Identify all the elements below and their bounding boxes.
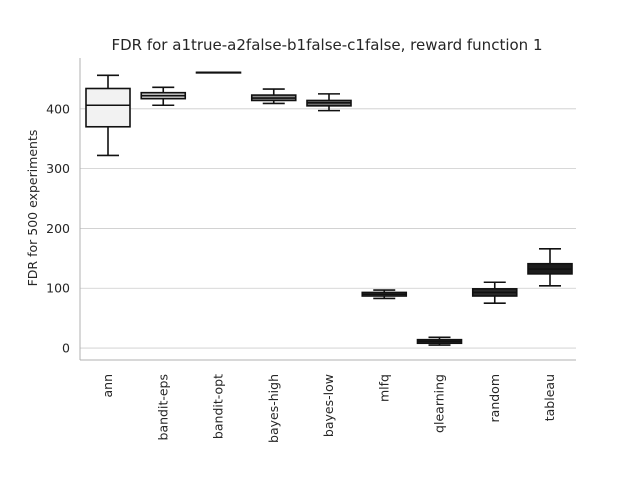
y-tick-label-0: 0	[62, 341, 70, 356]
box-bayes-low	[306, 93, 352, 112]
y-tick-labels: 0 100 200 300 400	[46, 101, 70, 355]
box-random	[471, 281, 518, 304]
y-tick-label-100: 100	[46, 281, 70, 296]
box-bandit-eps	[140, 86, 187, 107]
x-tick-label-random: random	[487, 374, 502, 422]
boxes	[85, 71, 573, 346]
y-tick-label-200: 200	[46, 221, 70, 236]
box-qlearning	[416, 336, 463, 346]
box-mlfq	[361, 289, 408, 300]
box-tableau	[527, 247, 573, 287]
y-axis-label: FDR for 500 experiments	[25, 130, 40, 287]
x-tick-labels: ann bandit-eps bandit-opt bayes-high bayes-l…	[100, 374, 557, 443]
box-bayes-high	[250, 88, 297, 105]
x-tick-label-bandit-eps: bandit-eps	[155, 374, 170, 440]
box-bandit-opt	[195, 71, 242, 74]
gridlines	[80, 108, 576, 349]
x-tick-label-tableau: tableau	[542, 374, 557, 421]
box-body-ann	[85, 87, 131, 128]
x-tick-label-bayes-high: bayes-high	[266, 374, 281, 443]
axes	[79, 58, 576, 361]
x-tick-label-bandit-opt: bandit-opt	[211, 374, 226, 439]
x-tick-label-bayes-low: bayes-low	[321, 374, 336, 437]
box-ann	[85, 74, 131, 157]
y-tick-label-400: 400	[46, 101, 70, 116]
x-tick-label-qlearning: qlearning	[432, 374, 447, 433]
x-tick-label-mlfq: mlfq	[376, 374, 391, 402]
y-tick-label-300: 300	[46, 161, 70, 176]
x-tick-label-ann: ann	[100, 374, 115, 398]
chart-title: FDR for a1true-a2false-b1false-c1false, …	[111, 36, 542, 54]
